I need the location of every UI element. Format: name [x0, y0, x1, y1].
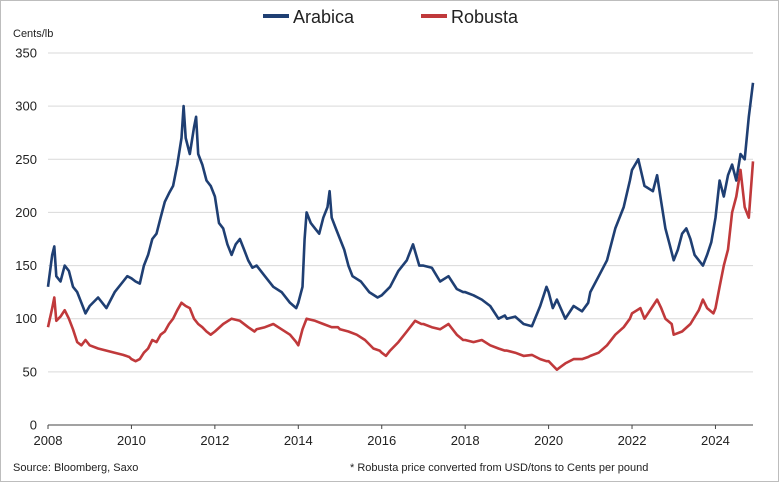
- series-line-arabica: [46, 82, 755, 328]
- y-tick-0: 0: [30, 418, 37, 433]
- y-tick-100: 100: [15, 311, 37, 326]
- x-tick-2024: 2024: [701, 433, 730, 448]
- x-tick-2008: 2008: [34, 433, 63, 448]
- legend: Arabica Robusta: [263, 7, 519, 27]
- y-tick-50: 50: [23, 364, 37, 379]
- x-tick-2014: 2014: [284, 433, 313, 448]
- x-tick-2020: 2020: [534, 433, 563, 448]
- y-tick-200: 200: [15, 205, 37, 220]
- gridlines: [48, 52, 753, 426]
- y-tick-150: 150: [15, 258, 37, 273]
- x-tick-2012: 2012: [200, 433, 229, 448]
- x-tick-2010: 2010: [117, 433, 146, 448]
- legend-label-robusta: Robusta: [451, 7, 519, 27]
- y-axis-unit-label: Cents/lb: [13, 28, 53, 40]
- conversion-footnote: * Robusta price converted from USD/tons …: [350, 462, 648, 474]
- y-tick-350: 350: [15, 46, 37, 61]
- series-lines: [46, 82, 755, 371]
- x-tick-2022: 2022: [618, 433, 647, 448]
- source-note: Source: Bloomberg, Saxo: [13, 462, 138, 474]
- legend-label-arabica: Arabica: [293, 7, 355, 27]
- x-tick-2018: 2018: [451, 433, 480, 448]
- y-tick-250: 250: [15, 152, 37, 167]
- x-tick-labels: 2008 2010 2012 2014 2016 2018 2020 2022 2024: [34, 425, 730, 448]
- y-tick-300: 300: [15, 99, 37, 114]
- series-line-robusta: [46, 161, 755, 371]
- y-tick-labels: 0 50 100 150 200 250 300 350: [15, 46, 37, 433]
- x-tick-2016: 2016: [367, 433, 396, 448]
